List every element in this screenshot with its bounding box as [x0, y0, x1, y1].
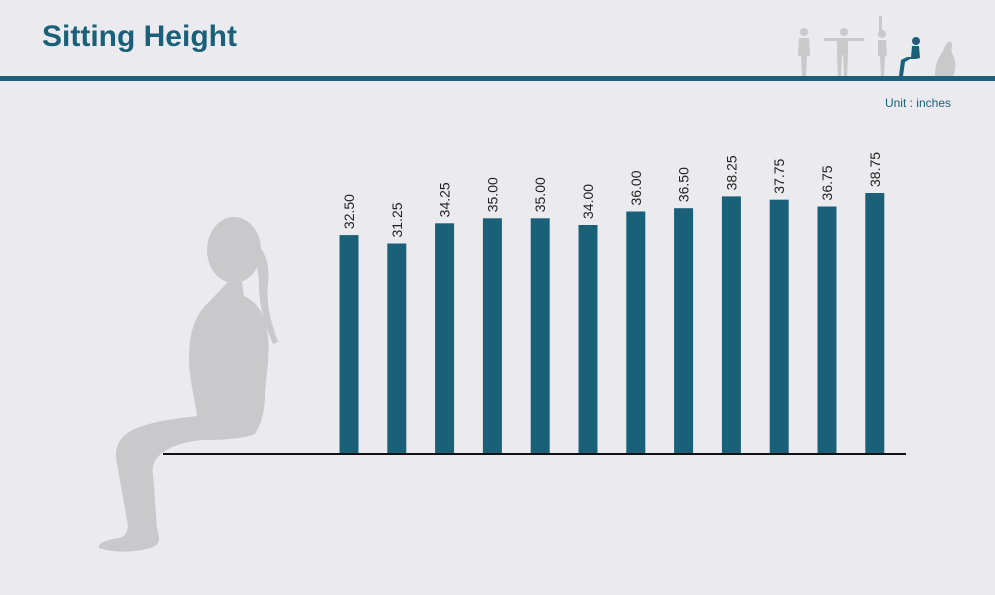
- bar-4: [482, 218, 502, 454]
- bar-value-label-8: 36.50: [676, 167, 692, 202]
- bar-2: [387, 243, 407, 454]
- bar-1: [339, 235, 359, 454]
- unit-note: Unit : inches: [884, 96, 951, 110]
- bar-value-label-1: 32.50: [341, 194, 357, 229]
- pose-icon-group: [798, 16, 956, 76]
- bar-11: [817, 206, 837, 454]
- bar-12: [865, 193, 885, 454]
- kneeling-person-icon[interactable]: [935, 41, 956, 76]
- bar-6: [578, 225, 598, 454]
- bar-value-label-5: 35.00: [532, 177, 548, 212]
- bar-value-label-6: 34.00: [580, 184, 596, 219]
- bar-value-label-4: 35.00: [484, 177, 500, 212]
- bar-value-label-2: 31.25: [389, 202, 405, 237]
- arms-out-person-icon[interactable]: [824, 28, 864, 76]
- sitting-woman-silhouette: [98, 217, 278, 552]
- bar-value-label-3: 34.25: [437, 182, 453, 217]
- arms-up-person-icon[interactable]: [878, 16, 887, 76]
- header-divider: [0, 76, 995, 81]
- bar-value-label-7: 36.00: [628, 170, 644, 205]
- bar-3: [435, 223, 455, 454]
- page-title: Sitting Height: [42, 20, 237, 53]
- bar-10: [769, 199, 789, 454]
- bar-value-label-12: 38.75: [867, 152, 883, 187]
- bar-8: [674, 208, 694, 454]
- bar-value-label-10: 37.75: [771, 158, 787, 193]
- sitting-person-icon[interactable]: [899, 37, 920, 76]
- bar-5: [530, 218, 550, 454]
- standing-person-icon[interactable]: [798, 28, 810, 76]
- bar-value-label-9: 38.25: [723, 155, 739, 190]
- bar-value-label-11: 36.75: [819, 165, 835, 200]
- bar-7: [626, 211, 646, 454]
- bar-9: [721, 196, 741, 454]
